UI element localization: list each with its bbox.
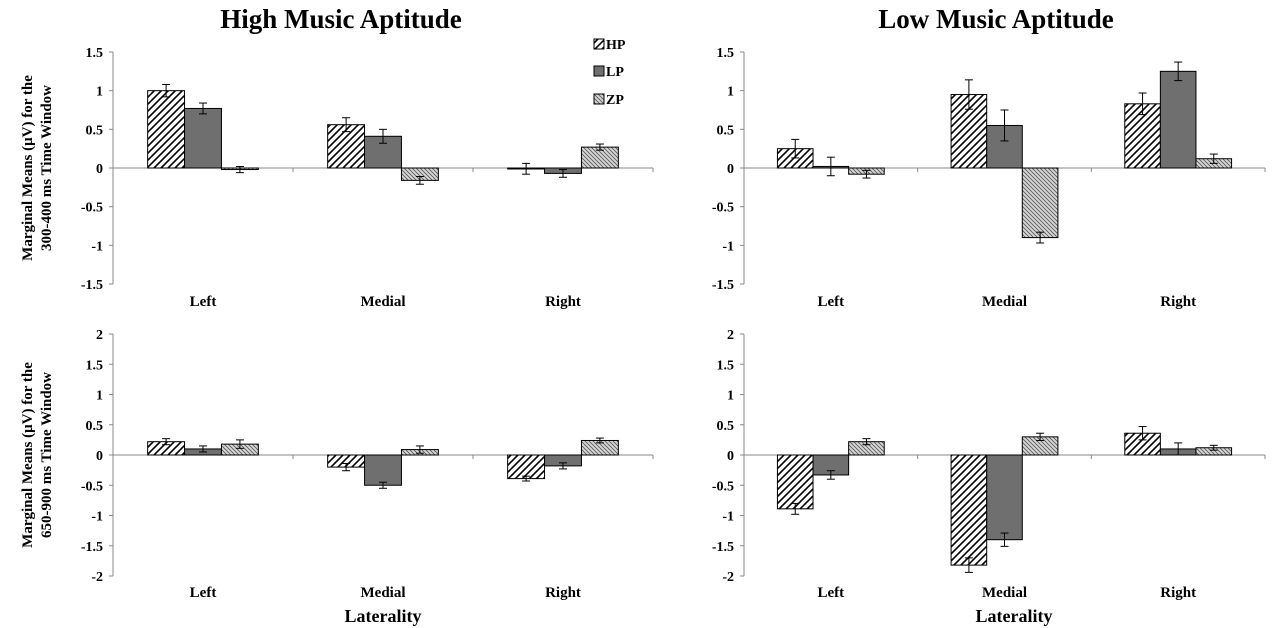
y-tick-label: -2 — [91, 570, 103, 585]
y-tick-label: -1 — [722, 510, 734, 525]
y-tick-label: 1.5 — [86, 358, 104, 373]
bar-hp-left — [776, 454, 814, 510]
row2-ylabel-line1: Marginal Means (μV) for the — [20, 362, 36, 548]
y-tick-label: 1 — [727, 85, 734, 100]
legend-swatch-hp — [593, 38, 605, 50]
y-tick-label: 1.5 — [717, 46, 735, 61]
y-tick-label: 0 — [727, 162, 734, 177]
y-tick-label: -1 — [91, 239, 103, 254]
y-tick-label: -0.5 — [81, 201, 103, 216]
row1-ylabel-line1: Marginal Means (μV) for the — [20, 75, 36, 261]
bar-lp-medial — [986, 454, 1023, 541]
category-label: Medial — [982, 294, 1027, 310]
bar-zp-medial — [1021, 167, 1059, 239]
y-tick-label: 2 — [96, 328, 103, 343]
y-tick-label: -1 — [722, 239, 734, 254]
y-tick-label: -0.5 — [712, 201, 734, 216]
legend-swatch-zp — [593, 93, 605, 105]
y-tick-label: -1.5 — [712, 540, 734, 555]
y-tick-label: -1.5 — [81, 278, 103, 293]
legend-label-zp: ZP — [606, 93, 624, 108]
y-tick-label: -1.5 — [81, 540, 103, 555]
y-tick-label: 0 — [96, 449, 103, 464]
category-label: Left — [190, 294, 217, 310]
category-label: Left — [818, 585, 845, 601]
column-title-low: Low Music Aptitude — [878, 4, 1114, 34]
bar-lp-left — [184, 107, 222, 169]
bar-lp-medial — [364, 454, 402, 486]
y-tick-label: 0 — [96, 162, 103, 177]
legend: HP LP ZP — [593, 38, 626, 108]
xlabel-left: Laterality — [345, 606, 422, 626]
category-label: Left — [190, 585, 217, 601]
y-tick-label: 1 — [96, 85, 103, 100]
y-tick-label: 0.5 — [86, 123, 104, 138]
y-tick-label: 0 — [727, 449, 734, 464]
bar-lp-right — [1159, 70, 1197, 169]
y-tick-label: -0.5 — [81, 479, 103, 494]
y-tick-label: -2 — [722, 570, 734, 585]
row1-ylabel-line2: 300-400 ms Time Window — [39, 85, 55, 251]
column-title-high: High Music Aptitude — [220, 4, 462, 34]
y-tick-label: -0.5 — [712, 479, 734, 494]
y-tick-label: -1.5 — [712, 278, 734, 293]
bar-hp-right — [507, 454, 546, 480]
category-label: Right — [1160, 294, 1196, 310]
y-tick-label: 1 — [727, 389, 734, 404]
y-tick-label: 0.5 — [717, 123, 735, 138]
xlabel-right: Laterality — [976, 606, 1053, 626]
category-label: Left — [818, 294, 845, 310]
category-label: Right — [1160, 585, 1196, 601]
category-label: Medial — [361, 294, 406, 310]
category-label: Right — [545, 585, 581, 601]
y-tick-label: 1.5 — [86, 46, 104, 61]
bar-hp-medial — [950, 454, 988, 566]
legend-label-lp: LP — [606, 65, 624, 80]
y-tick-label: 1.5 — [717, 358, 735, 373]
y-tick-label: 0.5 — [86, 419, 104, 434]
legend-swatch-lp — [593, 65, 605, 77]
panel-high-650-900: 2 1.5 1 0.5 0 -0.5 -1 -1.5 -2 Left Medial Right — [81, 328, 654, 601]
panel-low-650-900: 2 1.5 1 0.5 0 -0.5 -1 -1.5 -2 Left Medial Right — [712, 328, 1266, 601]
y-tick-label: 2 — [727, 328, 734, 343]
y-tick-label: 1 — [96, 389, 103, 404]
category-label: Medial — [361, 585, 406, 601]
panel-high-300-400: 1.5 1 0.5 0 -0.5 -1 -1.5 Left Medial Right — [81, 46, 654, 310]
y-tick-label: 0.5 — [717, 419, 735, 434]
bar-hp-left — [147, 90, 186, 169]
panel-low-300-400: 1.5 1 0.5 0 -0.5 -1 -1.5 Left Medial Right — [712, 46, 1266, 310]
legend-label-hp: HP — [606, 38, 626, 53]
chart-panels: 1.5 1 0.5 0 -0.5 -1 -1.5 Left Medial Right 1.5 1 0.5… — [81, 46, 1266, 601]
row2-ylabel-line2: 650-900 ms Time Window — [39, 372, 55, 538]
category-label: Medial — [982, 585, 1027, 601]
category-label: Right — [545, 294, 581, 310]
y-tick-label: -1 — [91, 510, 103, 525]
